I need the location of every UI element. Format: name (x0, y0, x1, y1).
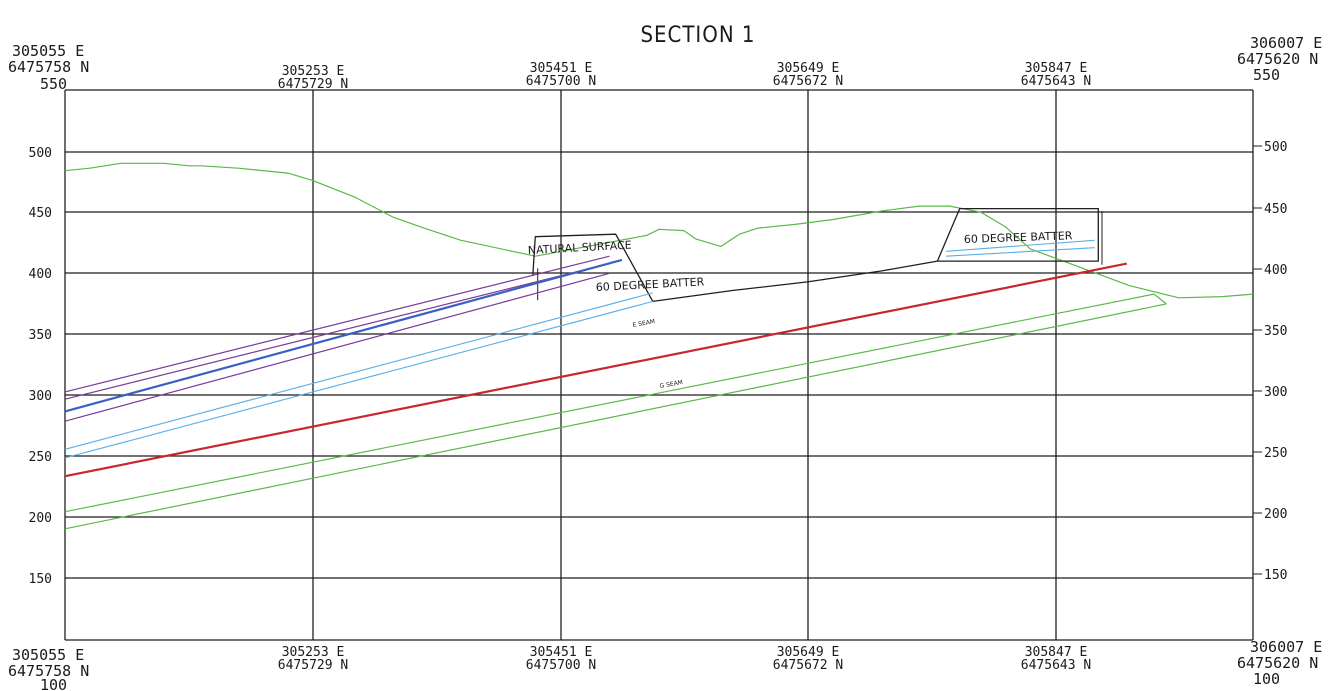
geology-lines (64, 162, 1254, 530)
top-right-easting: 306007 E (1250, 34, 1322, 52)
elevation-left-450: 450 (29, 206, 52, 221)
top-right-elevation: 550 (1253, 66, 1280, 84)
line-light-blue-3 (946, 247, 1095, 257)
line-e-seam-red (64, 262, 1128, 478)
bottom-left-easting: 305055 E (12, 646, 84, 664)
station-2-top-northing: 6475700 N (526, 74, 596, 89)
elevation-right-350: 350 (1264, 324, 1287, 339)
top-left-northing: 6475758 N (8, 58, 89, 76)
elevation-right-450: 450 (1264, 202, 1287, 217)
elevation-right-250: 250 (1264, 446, 1287, 461)
station-1-bottom-northing: 6475729 N (278, 658, 348, 673)
line-pit-left (532, 233, 654, 302)
g-seam-label: G SEAM (659, 379, 683, 390)
elevation-left-300: 300 (29, 389, 52, 404)
station-4-top-easting: 305847 E (1025, 61, 1088, 76)
line-light-blue-1 (64, 292, 653, 450)
line-purple-2 (64, 263, 610, 400)
elevation-right-150: 150 (1264, 568, 1287, 583)
bottom-right-elevation: 100 (1253, 670, 1280, 688)
bottom-right-easting: 306007 E (1250, 638, 1322, 656)
line-blue-main (64, 258, 623, 413)
elevation-left-400: 400 (29, 267, 52, 282)
line-pit-right (936, 207, 1099, 262)
natural-surface-label: NATURAL SURFACE (527, 239, 632, 257)
elevation-left-250: 250 (29, 450, 52, 465)
batter-right-label: 60 DEGREE BATTER (964, 229, 1073, 246)
station-2-bottom-easting: 305451 E (530, 645, 593, 660)
line-light-blue-2 (64, 300, 653, 459)
line-natural-surface (64, 162, 1254, 299)
e-seam-label: E SEAM (632, 318, 655, 329)
elevation-right-200: 200 (1264, 507, 1287, 522)
line-g-seam-upper (64, 293, 1155, 513)
line-g-seam-end (1153, 293, 1167, 305)
elevation-left-150: 150 (29, 572, 52, 587)
top-left-elevation: 550 (40, 75, 67, 93)
station-1-bottom-easting: 305253 E (282, 645, 345, 660)
station-4-top-northing: 6475643 N (1021, 74, 1091, 89)
elevation-right-300: 300 (1264, 385, 1287, 400)
elevation-left-500: 500 (29, 146, 52, 161)
station-4-bottom-easting: 305847 E (1025, 645, 1088, 660)
station-4-bottom-northing: 6475643 N (1021, 658, 1091, 673)
station-1-top-easting: 305253 E (282, 64, 345, 79)
station-2-top-easting: 305451 E (530, 61, 593, 76)
top-right-northing: 6475620 N (1237, 50, 1318, 68)
elevation-left-350: 350 (29, 328, 52, 343)
station-3-bottom-northing: 6475672 N (773, 658, 843, 673)
station-2-bottom-northing: 6475700 N (526, 658, 596, 673)
right-ticks (1253, 145, 1262, 575)
batter-left-label: 60 DEGREE BATTER (595, 275, 704, 294)
top-left-easting: 305055 E (12, 42, 84, 60)
bottom-left-northing: 6475758 N (8, 662, 89, 680)
grid-lines (64, 89, 1254, 641)
section-title: SECTION 1 (640, 23, 755, 48)
bottom-right-northing: 6475620 N (1237, 654, 1318, 672)
bottom-left-elevation: 100 (40, 676, 67, 691)
line-g-seam-lower (64, 303, 1167, 530)
line-purple-1 (64, 255, 610, 393)
line-light-blue-4 (946, 239, 1095, 252)
line-pit-floor (652, 260, 938, 303)
station-3-top-northing: 6475672 N (773, 74, 843, 89)
elevation-left-200: 200 (29, 511, 52, 526)
station-1-top-northing: 6475729 N (278, 77, 348, 92)
elevation-right-400: 400 (1264, 263, 1287, 278)
line-purple-3 (64, 272, 610, 422)
station-3-top-easting: 305649 E (777, 61, 840, 76)
station-3-bottom-easting: 305649 E (777, 645, 840, 660)
elevation-right-500: 500 (1264, 140, 1287, 155)
